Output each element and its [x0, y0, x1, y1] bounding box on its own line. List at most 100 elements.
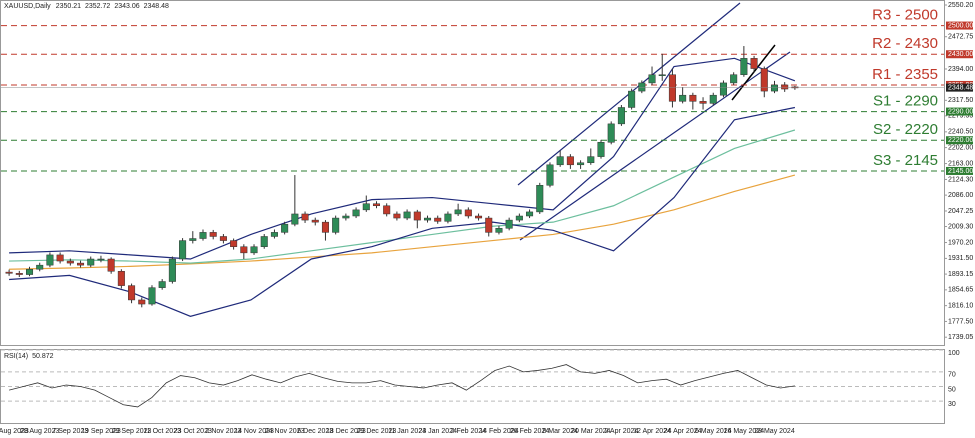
candle-body	[628, 90, 636, 108]
candle-body	[444, 213, 452, 222]
candle-body	[128, 285, 136, 301]
wedge-line	[731, 44, 776, 101]
y-tick-label: 2317.50	[948, 97, 973, 104]
y-tick-label: 1931.50	[948, 255, 973, 262]
candle-body	[403, 211, 411, 219]
candle-body	[668, 74, 676, 102]
x-tick-label: 2 Apr 2024	[604, 428, 638, 435]
candle-body	[219, 236, 227, 241]
candle-body	[311, 219, 319, 223]
x-tick-label: 14 Feb 2024	[479, 428, 518, 435]
candle-body	[434, 217, 442, 222]
candle-body	[66, 260, 74, 264]
level-label: R3 - 2500	[872, 7, 938, 24]
candle-body	[240, 246, 248, 254]
candle-body	[607, 123, 615, 143]
candle-body	[179, 240, 187, 260]
level-tag-box	[946, 107, 973, 116]
level-label: S1 - 2290	[873, 93, 938, 110]
overlay-line	[9, 106, 796, 317]
candle-body	[36, 264, 44, 270]
x-tick-label: 18 Dec 2023	[326, 428, 366, 435]
level-label: R2 - 2430	[872, 35, 938, 52]
candle-body	[505, 219, 513, 229]
level-tag-box	[946, 166, 973, 175]
y-tick-label: 1854.65	[948, 287, 973, 294]
price-tag-box	[946, 83, 973, 92]
x-tick-label: 16 May 2024	[724, 428, 765, 435]
y-tick-label: 2279.55	[948, 113, 973, 120]
ohlc-open: 2350.21	[56, 3, 81, 10]
candle-body	[138, 299, 146, 305]
level-label: R1 - 2355	[872, 66, 938, 83]
candle-body	[332, 217, 340, 233]
candle-body	[372, 203, 381, 207]
candle-body	[301, 213, 309, 221]
x-tick-label: 20 Mar 2024	[571, 428, 610, 435]
x-tick-label: 14 Nov 2023	[234, 428, 274, 435]
header: XAUUSD,Daily 2350.21 2352.72 2343.06 2348.48	[4, 3, 169, 10]
price-frame	[0, 0, 945, 346]
candle-body	[189, 238, 197, 241]
candle-body	[719, 82, 727, 96]
y-tick-label: 2202.00	[948, 144, 973, 151]
candle-body	[107, 258, 115, 272]
x-tick-label: 6 May 2024	[695, 428, 732, 435]
candle-body	[566, 156, 574, 166]
level-tag: 2430.00	[948, 51, 973, 58]
rsi-tick-label: 50	[948, 386, 956, 393]
candle-body	[199, 232, 207, 239]
level-tag: 2500.00	[948, 22, 973, 29]
y-tick-label: 2240.50	[948, 129, 973, 136]
x-tick-label: 24 Nov 2023	[265, 428, 305, 435]
candle-body	[87, 258, 95, 266]
candle-body	[77, 262, 85, 266]
candle-body	[454, 209, 462, 215]
price-tag: 2348.48	[948, 84, 973, 91]
candle-body	[56, 254, 64, 262]
x-tick-label: 8 Mar 2024	[542, 428, 578, 435]
ohlc-low: 2343.06	[114, 3, 139, 10]
candle-body	[117, 271, 125, 286]
level-label: S2 - 2220	[873, 121, 938, 138]
candle-body	[658, 74, 666, 76]
rsi-tick-label: 30	[948, 401, 956, 408]
x-tick-label: 28 Aug 2023	[20, 428, 59, 435]
candle-body	[321, 221, 329, 233]
candle-body	[148, 287, 156, 305]
candle-body	[46, 254, 54, 266]
candle-body	[770, 84, 779, 92]
candle-body	[260, 236, 268, 247]
candle-body	[699, 101, 707, 104]
candle-body	[464, 209, 472, 217]
y-tick-label: 1893.15	[948, 271, 973, 278]
x-tick-label: 19 Sep 2023	[81, 428, 121, 435]
overlay-line	[9, 57, 796, 260]
x-tick-label: 11 Oct 2023	[143, 428, 181, 435]
rsi-title: RSI(14)	[4, 353, 28, 360]
candle-body	[209, 232, 217, 237]
candle-body	[281, 223, 289, 233]
y-tick-label: 2394.00	[948, 66, 973, 73]
candle-body	[536, 185, 544, 213]
candle-body	[393, 213, 401, 219]
candle-body	[577, 162, 585, 166]
candle-body	[495, 228, 503, 233]
candle-body	[730, 74, 738, 84]
candle-body	[168, 258, 176, 282]
y-tick-label: 2472.75	[948, 34, 973, 41]
x-tick-label: 12 Apr 2024	[633, 428, 671, 435]
candle-body	[740, 58, 748, 75]
candle-body	[760, 68, 768, 92]
y-tick-label: 2550.20	[948, 2, 973, 9]
x-tick-label: 23 Jan 2024	[418, 428, 457, 435]
y-tick-label: 2047.25	[948, 208, 973, 215]
candle-body	[709, 94, 717, 104]
candle-body	[638, 82, 646, 92]
x-tick-label: 2 Feb 2024	[451, 428, 487, 435]
candle-body	[158, 281, 166, 288]
x-tick-label: 28 May 2024	[754, 428, 795, 435]
x-tick-label: 2 Nov 2023	[206, 428, 242, 435]
y-tick-label: 2009.30	[948, 223, 973, 230]
candle-body	[352, 209, 360, 217]
